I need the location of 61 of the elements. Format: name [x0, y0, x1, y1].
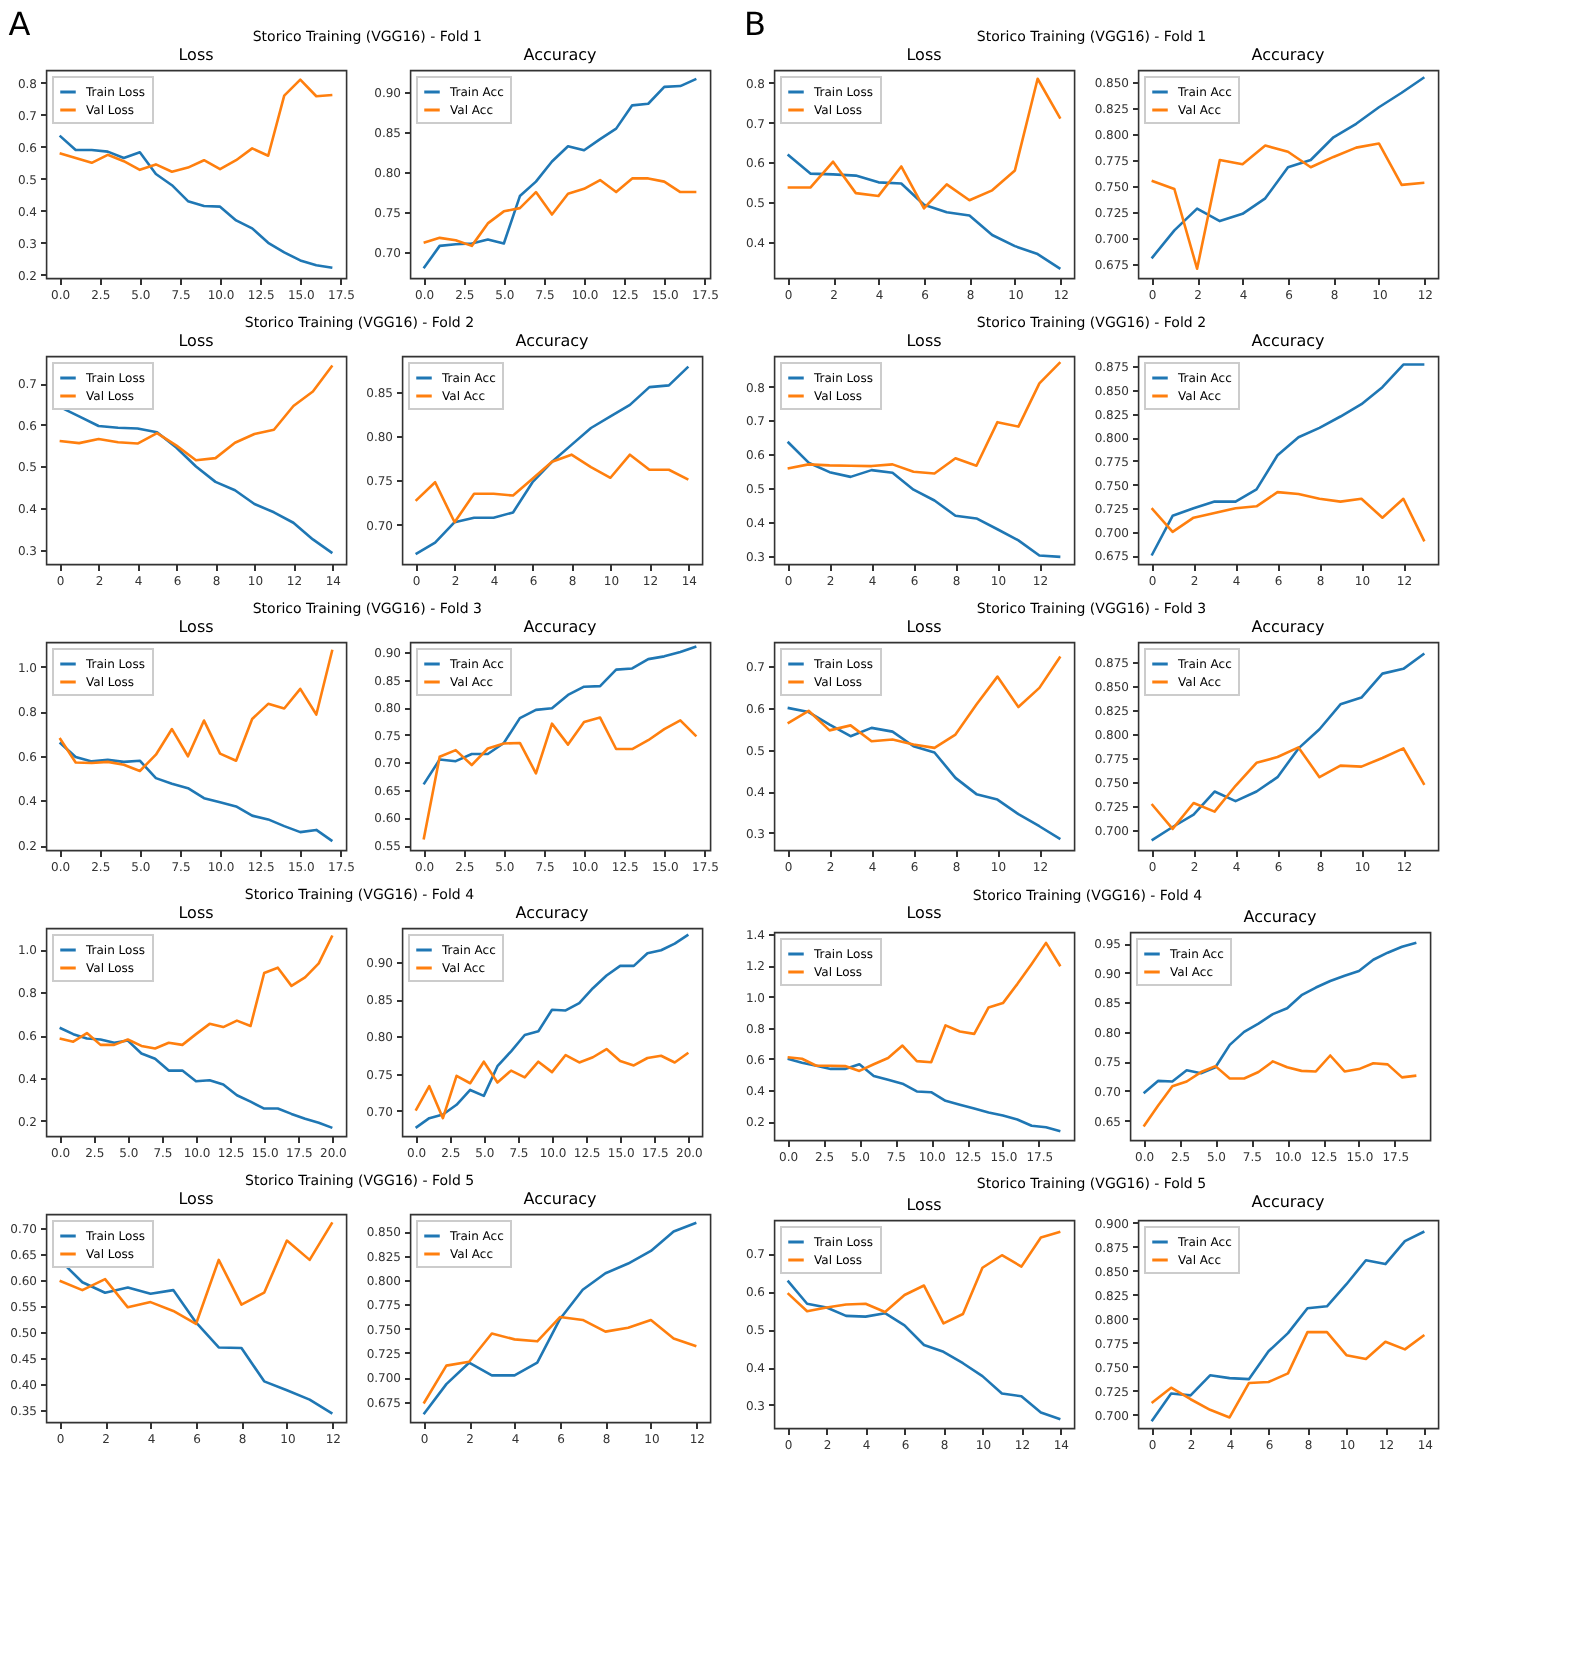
line-series: [786, 655, 1062, 750]
line-series: [1150, 1230, 1426, 1423]
line-series: [58, 1221, 334, 1326]
chart-title: Accuracy: [1251, 618, 1326, 636]
line-series: [414, 1047, 690, 1120]
chart-title: Loss: [178, 904, 214, 922]
line-series: [414, 365, 690, 556]
line-series: [58, 364, 334, 462]
line-series: [1150, 363, 1426, 557]
line-series: [786, 77, 1062, 210]
chart-title: Loss: [906, 1196, 942, 1214]
line-series: [1150, 142, 1426, 270]
chart-title: Loss: [178, 618, 214, 636]
line-series: [786, 1279, 1062, 1421]
line-series: [422, 77, 698, 270]
line-series: [1150, 746, 1426, 831]
chart-title: Accuracy: [515, 904, 590, 922]
line-series: [786, 706, 1062, 841]
chart-title: Accuracy: [1251, 332, 1326, 350]
line-series: [58, 1026, 334, 1130]
text: A: [8, 5, 31, 44]
chart-title: Accuracy: [1243, 908, 1318, 926]
line-series: [1150, 75, 1426, 260]
line-series: [58, 78, 334, 174]
chart-title: Accuracy: [1251, 1192, 1326, 1211]
line-series: [58, 648, 334, 773]
line-series: [58, 741, 334, 843]
chart-title: Loss: [906, 46, 942, 64]
line-series: [422, 645, 698, 786]
chart-title: Accuracy: [515, 332, 590, 350]
line-series: [58, 934, 334, 1050]
line-series: [58, 405, 334, 555]
line-series: [786, 153, 1062, 271]
chart-title: Accuracy: [1251, 46, 1326, 64]
line-series: [786, 360, 1062, 475]
line-series: [414, 453, 690, 524]
line-series: [786, 440, 1062, 559]
line-series: [422, 177, 698, 248]
chart-title: Accuracy: [523, 618, 598, 636]
line-series: [58, 134, 334, 270]
text: B: [744, 5, 767, 44]
line-series: [422, 1315, 698, 1405]
line-series: [786, 1057, 1062, 1133]
line-series: [414, 933, 690, 1130]
line-series: [786, 1230, 1062, 1325]
line-series: [1150, 490, 1426, 543]
chart-title: Accuracy: [523, 46, 598, 64]
line-series: [422, 1221, 698, 1416]
line-series: [422, 716, 698, 841]
line-series: [1150, 652, 1426, 842]
chart-title: Loss: [178, 1190, 214, 1208]
chart-title: Loss: [178, 332, 214, 350]
line-series: [786, 941, 1062, 1073]
chart-title: Accuracy: [523, 1190, 598, 1208]
chart-title: Loss: [906, 332, 942, 350]
line-series: [1142, 1054, 1418, 1128]
chart-title: Loss: [178, 46, 214, 64]
chart-title: Loss: [906, 904, 942, 923]
line-series: [1142, 941, 1418, 1095]
chart-title: Loss: [906, 618, 942, 636]
line-series: [1150, 1330, 1426, 1419]
